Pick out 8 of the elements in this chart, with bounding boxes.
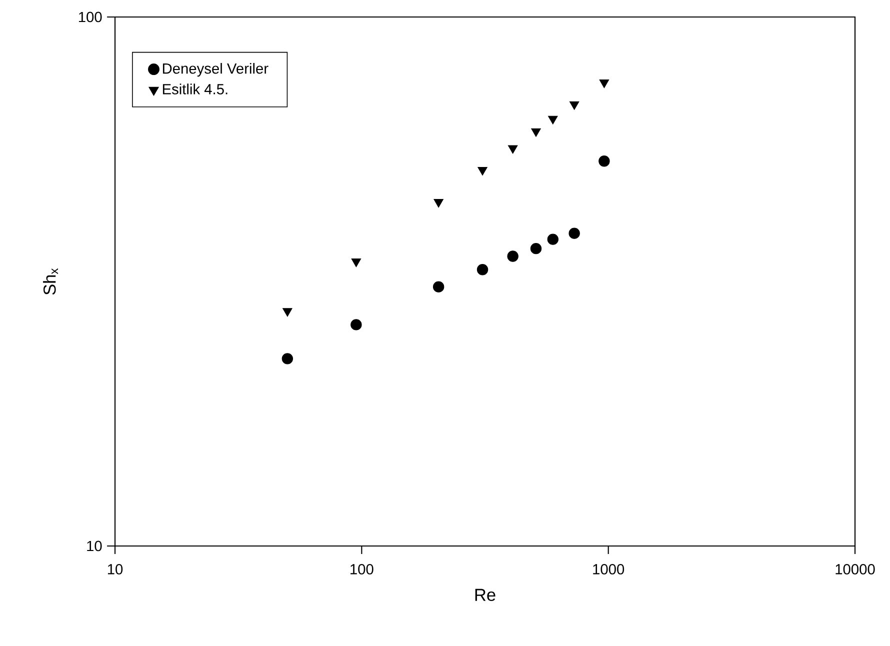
x-tick-label: 10 — [108, 564, 123, 574]
y-axis-title: Sh$_{x}$ — [43, 268, 58, 295]
legend-label: Deneysel Veriler — [162, 62, 268, 77]
x-tick-label: 1000 — [593, 564, 624, 574]
x-tick-label: 10000 — [836, 564, 875, 574]
x-tick-label: 100 — [350, 564, 374, 574]
legend-label: Esitlik 4.5. — [162, 84, 228, 94]
x-axis-title: Re — [475, 588, 496, 601]
